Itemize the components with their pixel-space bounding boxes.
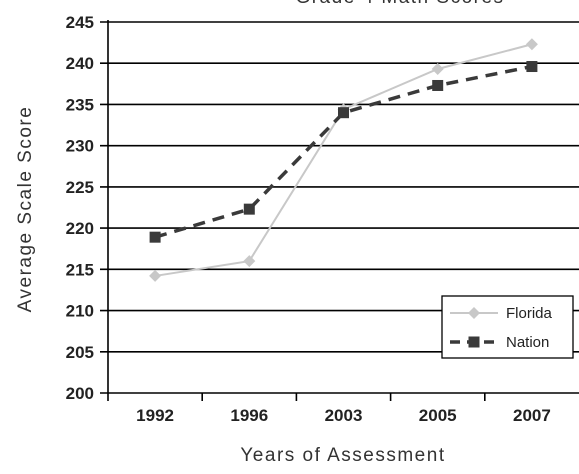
y-tick-label: 225 <box>66 178 94 197</box>
point-nation-2005 <box>432 79 444 91</box>
point-nation-2003 <box>338 107 349 119</box>
y-tick-label: 240 <box>66 54 94 73</box>
x-axis-label: Years of Assessment <box>240 445 445 466</box>
chart-title: Grade 4 Math Scores <box>295 0 504 8</box>
y-tick-label: 220 <box>66 219 94 238</box>
point-florida-1992 <box>149 269 162 282</box>
legend-label-nation: Nation <box>506 334 549 351</box>
point-florida-2005 <box>431 62 444 75</box>
point-florida-2007 <box>525 38 538 51</box>
y-tick-label: 215 <box>66 260 94 279</box>
y-tick-label: 245 <box>66 13 94 32</box>
x-tick-label-2003: 2003 <box>325 406 363 425</box>
x-tick-label-2007: 2007 <box>513 406 551 425</box>
y-tick-label: 235 <box>66 95 94 114</box>
x-tick-labels: 1992 1996 2003 2005 2007 <box>136 406 551 425</box>
legend-box <box>441 295 574 359</box>
y-tick-label: 210 <box>66 302 94 321</box>
x-tick-label-1996: 1996 <box>230 406 268 425</box>
x-tick-label-2005: 2005 <box>419 406 457 425</box>
y-tick-label: 205 <box>66 343 94 362</box>
y-tick-label: 230 <box>66 137 94 156</box>
point-nation-1996 <box>243 203 255 215</box>
series-line-nation <box>154 64 533 239</box>
y-tick-label: 200 <box>66 384 94 403</box>
axes <box>107 20 486 401</box>
legend: Florida Nation <box>441 295 574 359</box>
point-nation-1992 <box>149 231 161 243</box>
point-nation-2007 <box>526 61 538 73</box>
gridlines <box>100 21 579 394</box>
point-florida-1996 <box>243 255 256 268</box>
x-tick-label-1992: 1992 <box>136 406 174 425</box>
series <box>149 38 538 282</box>
legend-label-florida: Florida <box>506 305 553 322</box>
y-axis-label: Average Scale Score <box>15 106 36 313</box>
legend-marker-nation <box>468 336 480 348</box>
legend-marker-florida <box>468 307 480 319</box>
y-tick-labels: 200 205 210 215 220 225 230 235 240 245 <box>66 13 94 403</box>
